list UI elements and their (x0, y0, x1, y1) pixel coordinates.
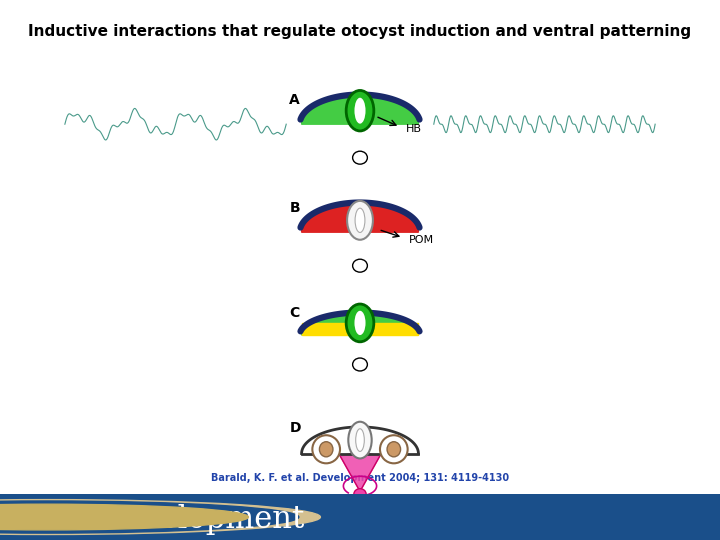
Text: C: C (289, 306, 300, 320)
Circle shape (354, 489, 366, 500)
Circle shape (353, 151, 367, 164)
Text: HB: HB (406, 124, 422, 133)
Ellipse shape (356, 429, 364, 451)
Ellipse shape (387, 442, 400, 457)
Text: A: A (289, 93, 300, 107)
Ellipse shape (320, 442, 333, 457)
Circle shape (0, 504, 248, 530)
Circle shape (353, 358, 367, 371)
Text: B: B (289, 201, 300, 215)
Circle shape (0, 500, 320, 535)
Circle shape (0, 501, 299, 533)
Ellipse shape (346, 304, 374, 342)
Ellipse shape (346, 90, 374, 131)
Polygon shape (302, 96, 418, 124)
Polygon shape (302, 204, 418, 232)
Ellipse shape (347, 201, 373, 240)
Polygon shape (341, 451, 379, 491)
Polygon shape (302, 314, 418, 335)
Text: Development: Development (101, 504, 305, 535)
Polygon shape (302, 323, 418, 335)
Circle shape (353, 259, 367, 272)
Ellipse shape (354, 98, 366, 124)
Ellipse shape (355, 208, 365, 232)
Polygon shape (302, 314, 418, 335)
Ellipse shape (348, 422, 372, 458)
Ellipse shape (312, 435, 340, 463)
Text: POM: POM (409, 235, 434, 245)
Text: Inductive interactions that regulate otocyst induction and ventral patterning: Inductive interactions that regulate oto… (28, 24, 692, 39)
Text: Barald, K. F. et al. Development 2004; 131: 4119-4130: Barald, K. F. et al. Development 2004; 1… (211, 473, 509, 483)
Ellipse shape (354, 310, 366, 335)
Text: D: D (289, 421, 301, 435)
Ellipse shape (380, 435, 408, 463)
